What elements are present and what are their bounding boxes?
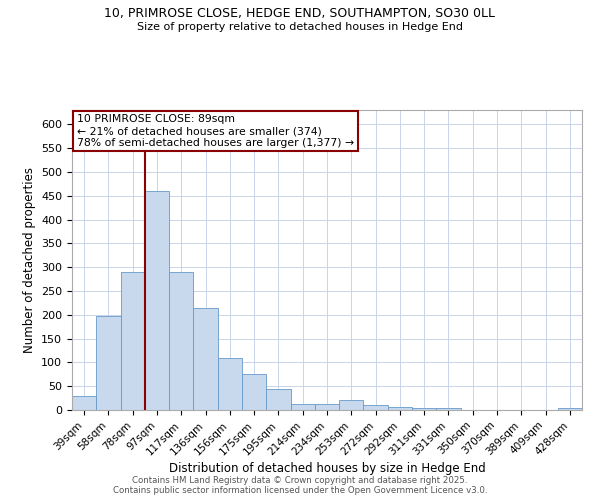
Bar <box>436 408 461 410</box>
X-axis label: Distribution of detached houses by size in Hedge End: Distribution of detached houses by size … <box>169 462 485 475</box>
Text: 10, PRIMROSE CLOSE, HEDGE END, SOUTHAMPTON, SO30 0LL: 10, PRIMROSE CLOSE, HEDGE END, SOUTHAMPT… <box>104 8 496 20</box>
Bar <box>339 400 364 410</box>
Y-axis label: Number of detached properties: Number of detached properties <box>23 167 35 353</box>
Bar <box>266 388 290 410</box>
Bar <box>145 191 169 410</box>
Bar <box>169 272 193 410</box>
Bar <box>121 272 145 410</box>
Bar <box>558 408 582 410</box>
Bar <box>193 308 218 410</box>
Bar <box>315 404 339 410</box>
Bar <box>96 316 121 410</box>
Bar <box>388 406 412 410</box>
Bar <box>290 404 315 410</box>
Bar <box>218 358 242 410</box>
Bar <box>412 408 436 410</box>
Bar <box>364 405 388 410</box>
Bar <box>242 374 266 410</box>
Bar <box>72 396 96 410</box>
Text: Size of property relative to detached houses in Hedge End: Size of property relative to detached ho… <box>137 22 463 32</box>
Text: 10 PRIMROSE CLOSE: 89sqm
← 21% of detached houses are smaller (374)
78% of semi-: 10 PRIMROSE CLOSE: 89sqm ← 21% of detach… <box>77 114 354 148</box>
Text: Contains HM Land Registry data © Crown copyright and database right 2025.
Contai: Contains HM Land Registry data © Crown c… <box>113 476 487 495</box>
